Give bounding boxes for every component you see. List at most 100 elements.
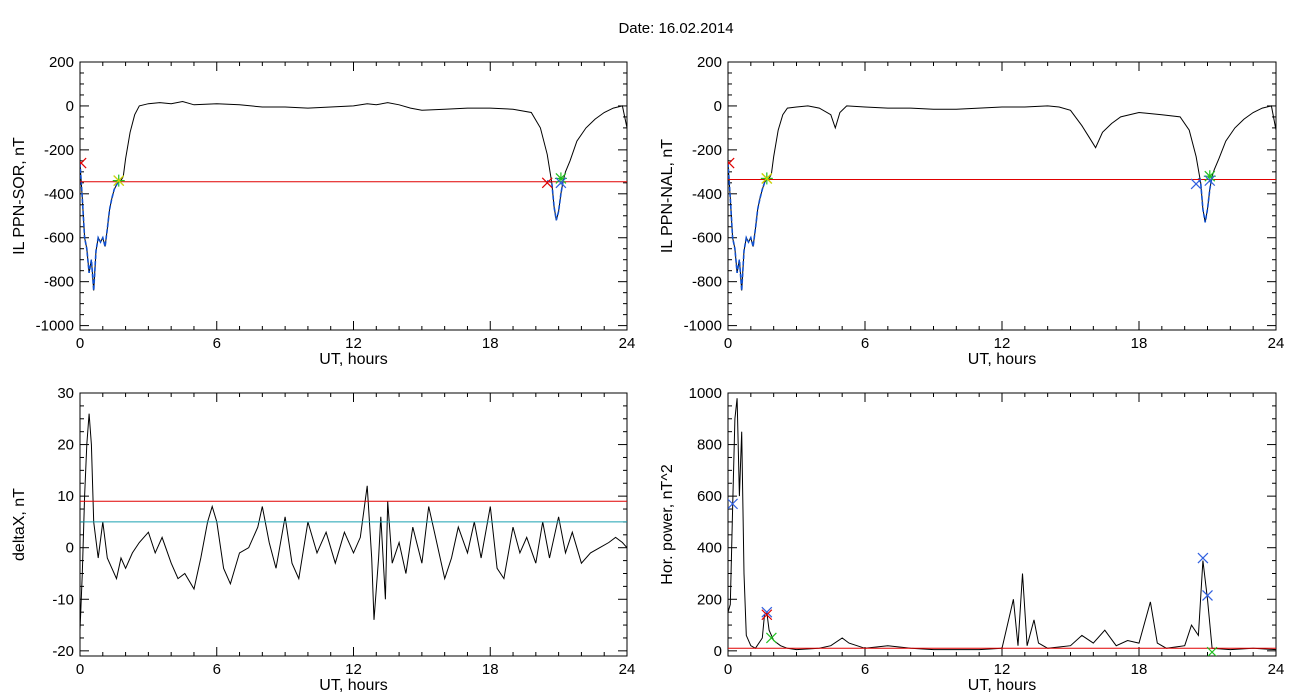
event-marker xyxy=(1204,175,1216,187)
event-marker xyxy=(761,609,773,621)
y-axis-title: IL PPN-NAL, nT xyxy=(659,139,676,253)
marker-stroke xyxy=(541,177,553,189)
interval-series-line xyxy=(546,179,564,221)
plot-frame xyxy=(727,392,1277,657)
y-tick-label: 400 xyxy=(697,540,722,557)
x-tick-label: 18 xyxy=(482,335,499,352)
marker-stroke xyxy=(1207,646,1218,656)
event-marker xyxy=(1202,589,1213,601)
plot-frame xyxy=(79,61,628,331)
event-marker xyxy=(765,632,777,644)
plot-frame xyxy=(727,61,1277,331)
plot-area xyxy=(728,398,1276,656)
interval-series-line xyxy=(1197,176,1213,223)
y-axis-title: IL PPN-SOR, nT xyxy=(11,137,28,255)
x-tick-label: 18 xyxy=(1131,335,1148,352)
y-tick-label: 0 xyxy=(66,540,74,557)
y-tick-label: 800 xyxy=(697,437,722,454)
marker-stroke xyxy=(728,157,735,166)
y-tick-label: 1000 xyxy=(689,385,722,402)
interval-series-line xyxy=(80,162,120,291)
event-marker xyxy=(728,157,735,169)
x-tick-label: 0 xyxy=(724,335,732,352)
event-marker xyxy=(1206,646,1218,656)
data-series-line xyxy=(728,398,1276,651)
x-tick-label: 0 xyxy=(76,335,84,352)
y-tick-label: 0 xyxy=(714,643,722,660)
x-tick-label: 12 xyxy=(994,335,1011,352)
event-marker xyxy=(761,173,773,184)
y-tick-label: -200 xyxy=(44,142,74,159)
x-tick-label: 6 xyxy=(213,661,221,678)
event-marker xyxy=(541,177,553,189)
data-series-line xyxy=(728,105,1276,291)
event-marker xyxy=(761,606,773,618)
x-tick-label: 6 xyxy=(213,335,221,352)
y-tick-label: -400 xyxy=(44,186,74,203)
y-tick-label: -800 xyxy=(692,274,722,291)
event-marker xyxy=(555,177,567,189)
marker-stroke xyxy=(1202,589,1213,601)
data-series-line xyxy=(80,413,627,631)
y-tick-label: 600 xyxy=(697,488,722,505)
y-tick-label: 0 xyxy=(66,98,74,115)
marker-stroke xyxy=(761,173,773,184)
y-tick-label: -1000 xyxy=(36,318,74,335)
data-series-line xyxy=(80,100,627,291)
x-tick-label: 24 xyxy=(619,335,636,352)
y-axis-title: Hor. power, nT^2 xyxy=(659,464,676,585)
plot-area xyxy=(80,100,627,291)
panel-il-ppn-sor: 0 6 12 18 24 200 0 -200 -400 -600 -800 -1000 UT, hou… xyxy=(11,54,635,368)
y-tick-label: 10 xyxy=(57,488,74,505)
y-tick-label: 0 xyxy=(714,98,722,115)
interval-series-line xyxy=(728,162,768,291)
y-tick-label: -800 xyxy=(44,274,74,291)
x-tick-label: 0 xyxy=(76,661,84,678)
event-marker xyxy=(1190,178,1202,190)
marker-stroke xyxy=(113,175,125,187)
y-tick-label: -20 xyxy=(52,643,74,660)
marker-stroke xyxy=(1197,552,1209,564)
x-tick-label: 24 xyxy=(1268,661,1285,678)
y-tick-label: -10 xyxy=(52,591,74,608)
x-axis-title: UT, hours xyxy=(968,351,1036,368)
y-tick-label: 200 xyxy=(697,54,722,71)
x-tick-label: 24 xyxy=(1268,335,1285,352)
plot-area xyxy=(80,413,627,631)
figure-title: Date: 16.02.2014 xyxy=(618,20,733,37)
y-tick-label: -600 xyxy=(692,230,722,247)
x-tick-label: 12 xyxy=(345,335,362,352)
marker-stroke xyxy=(1204,175,1216,187)
event-marker xyxy=(1197,552,1209,564)
x-axis-title: UT, hours xyxy=(968,677,1036,694)
panel-hor-power: 0 6 12 18 24 1000 800 600 400 200 0 UT, hours Hor. p… xyxy=(659,385,1284,694)
x-tick-label: 24 xyxy=(619,661,636,678)
event-marker xyxy=(728,498,738,510)
x-tick-label: 18 xyxy=(1131,661,1148,678)
x-axis-title: UT, hours xyxy=(319,351,387,368)
x-tick-label: 12 xyxy=(345,661,362,678)
marker-stroke xyxy=(765,632,777,644)
y-tick-label: -200 xyxy=(692,142,722,159)
plot-area xyxy=(728,105,1276,291)
y-tick-label: -600 xyxy=(44,230,74,247)
marker-stroke xyxy=(80,157,87,166)
marker-stroke xyxy=(728,498,738,510)
marker-stroke xyxy=(1190,178,1202,190)
plot-frame xyxy=(79,392,628,657)
y-tick-label: 20 xyxy=(57,437,74,454)
x-tick-label: 6 xyxy=(861,335,869,352)
y-tick-label: 30 xyxy=(57,385,74,402)
x-tick-label: 12 xyxy=(994,661,1011,678)
panel-il-ppn-nal: 0 6 12 18 24 200 0 -200 -400 -600 -800 -1000 UT, hou… xyxy=(659,54,1284,368)
event-marker xyxy=(80,157,87,169)
y-tick-label: -400 xyxy=(692,186,722,203)
panel-deltax: 0 6 12 18 24 30 20 10 0 -10 -20 UT, hours deltaX, nT xyxy=(11,385,635,694)
event-marker xyxy=(113,175,125,187)
y-tick-label: -1000 xyxy=(684,318,722,335)
y-tick-label: 200 xyxy=(49,54,74,71)
y-axis-title: deltaX, nT xyxy=(11,488,28,561)
x-tick-label: 6 xyxy=(861,661,869,678)
y-tick-label: 200 xyxy=(697,591,722,608)
